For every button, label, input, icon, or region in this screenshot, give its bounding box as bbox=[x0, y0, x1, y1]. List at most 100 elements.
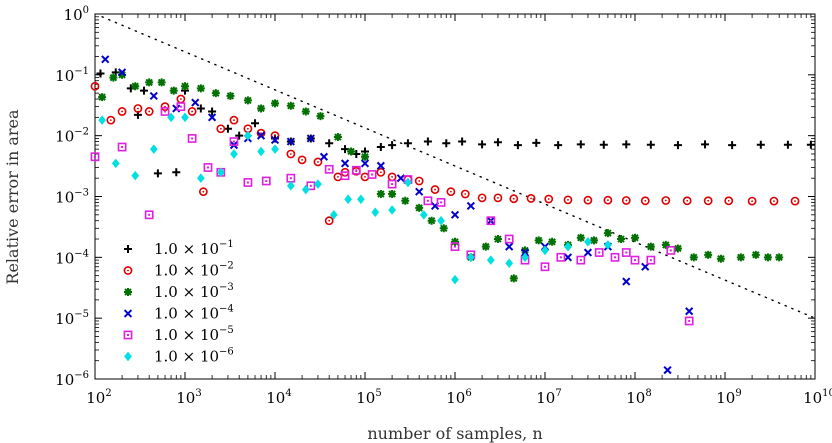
data-point-star bbox=[333, 133, 342, 142]
data-point-star bbox=[509, 274, 518, 283]
y-tick-labels: 100 10−1 10−2 10−3 10−4 10−5 10−6 bbox=[55, 5, 89, 389]
data-point-star bbox=[388, 189, 397, 198]
y-tick-label: 10−2 bbox=[55, 127, 89, 146]
data-point-square bbox=[306, 181, 316, 191]
data-point-star bbox=[548, 237, 557, 246]
data-point-star bbox=[243, 96, 252, 105]
data-point-x bbox=[149, 91, 158, 101]
data-point-diamond bbox=[257, 146, 265, 157]
data-point-diamond bbox=[167, 112, 175, 123]
data-point-star bbox=[316, 112, 325, 121]
data-point-star bbox=[361, 152, 369, 161]
legend-marker-square bbox=[123, 330, 133, 340]
data-point-circle bbox=[324, 216, 334, 226]
data-point-circle bbox=[160, 102, 170, 112]
data-point-plus bbox=[673, 141, 682, 150]
data-point-x bbox=[622, 277, 631, 286]
data-point-diamond bbox=[230, 149, 238, 159]
data-point-x bbox=[415, 187, 424, 196]
data-point-star bbox=[521, 246, 530, 255]
data-point-plus bbox=[701, 140, 710, 149]
legend-label: 1.0 × 10−5 bbox=[154, 325, 234, 344]
data-point-circle bbox=[90, 81, 100, 91]
data-point-square bbox=[243, 178, 253, 187]
data-point-circle bbox=[106, 115, 116, 125]
data-point-diamond bbox=[388, 205, 397, 215]
x-tick-label: 103 bbox=[176, 388, 201, 407]
data-point-square bbox=[610, 252, 620, 262]
legend-marker-plus bbox=[124, 245, 132, 253]
data-point-star bbox=[576, 233, 585, 242]
data-point-x bbox=[256, 131, 266, 140]
data-point-circle bbox=[376, 167, 386, 177]
data-point-x bbox=[396, 174, 405, 183]
data-point-square bbox=[351, 165, 361, 175]
data-point-x bbox=[466, 201, 475, 211]
data-point-plus bbox=[532, 138, 541, 147]
x-tick-label: 106 bbox=[446, 388, 471, 407]
data-point-diamond bbox=[356, 194, 365, 205]
data-point-star bbox=[661, 240, 670, 249]
data-point-x bbox=[286, 137, 295, 146]
legend-label: 1.0 × 10−6 bbox=[154, 347, 234, 366]
data-point-diamond bbox=[271, 144, 279, 155]
data-point-circle bbox=[297, 155, 307, 165]
data-point-circle bbox=[477, 193, 487, 203]
data-point-diamond bbox=[541, 245, 549, 256]
data-point-circle bbox=[703, 196, 713, 206]
data-point-plus bbox=[728, 141, 737, 150]
data-point-diamond bbox=[564, 241, 572, 252]
data-point-diamond bbox=[419, 209, 428, 220]
legend-marker-diamond bbox=[124, 351, 132, 362]
data-point-star bbox=[763, 253, 772, 262]
data-point-plus bbox=[139, 86, 148, 95]
data-point-star bbox=[439, 224, 448, 233]
data-point-star bbox=[673, 244, 682, 253]
data-point-circle bbox=[216, 124, 226, 134]
legend: 1.0 × 10−1 1.0 × 10−2 1.0 × 10−3 1.0 × 10−4… bbox=[123, 239, 234, 366]
data-point-diamond bbox=[216, 167, 225, 178]
data-point-plus bbox=[458, 137, 467, 146]
data-point-circle bbox=[286, 149, 296, 159]
data-point-star bbox=[736, 253, 745, 262]
data-point-diamond bbox=[344, 194, 353, 205]
legend-label: 1.0 × 10−4 bbox=[154, 304, 234, 323]
data-point-square bbox=[556, 252, 566, 262]
data-point-circle bbox=[621, 196, 631, 205]
data-point-circle bbox=[117, 107, 127, 116]
data-point-plus bbox=[806, 140, 815, 149]
data-point-star bbox=[481, 242, 490, 251]
data-point-star bbox=[775, 253, 784, 262]
y-tick-label: 10−1 bbox=[55, 66, 89, 85]
data-point-diamond bbox=[486, 255, 495, 266]
data-point-plus bbox=[554, 141, 563, 150]
data-point-square bbox=[90, 152, 100, 162]
data-point-circle bbox=[769, 196, 779, 206]
data-point-x bbox=[117, 68, 127, 77]
data-point-square bbox=[594, 248, 604, 257]
y-axis-label: Relative error in area bbox=[3, 109, 22, 285]
data-point-diamond bbox=[451, 274, 459, 285]
data-point-plus bbox=[388, 141, 397, 150]
data-point-star bbox=[451, 237, 459, 246]
data-point-plus bbox=[646, 140, 655, 149]
data-point-x bbox=[207, 113, 217, 122]
data-point-circle bbox=[360, 172, 370, 182]
reference-line bbox=[101, 16, 816, 319]
legend-marker-circle bbox=[123, 266, 133, 275]
data-point-x bbox=[663, 366, 672, 375]
data-point-star bbox=[427, 216, 436, 225]
data-point-x bbox=[319, 152, 329, 161]
data-point-star bbox=[617, 235, 626, 244]
data-point-plus bbox=[756, 140, 765, 149]
data-point-diamond bbox=[437, 215, 445, 226]
data-point-diamond bbox=[98, 115, 107, 126]
data-point-circle bbox=[387, 172, 397, 182]
data-point-plus bbox=[196, 104, 205, 113]
data-point-circle bbox=[133, 104, 143, 113]
data-point-star bbox=[98, 93, 107, 102]
data-point-square bbox=[387, 179, 397, 189]
legend-label: 1.0 × 10−1 bbox=[154, 239, 234, 258]
x-tick-label: 105 bbox=[356, 388, 381, 407]
data-point-x bbox=[450, 210, 460, 219]
